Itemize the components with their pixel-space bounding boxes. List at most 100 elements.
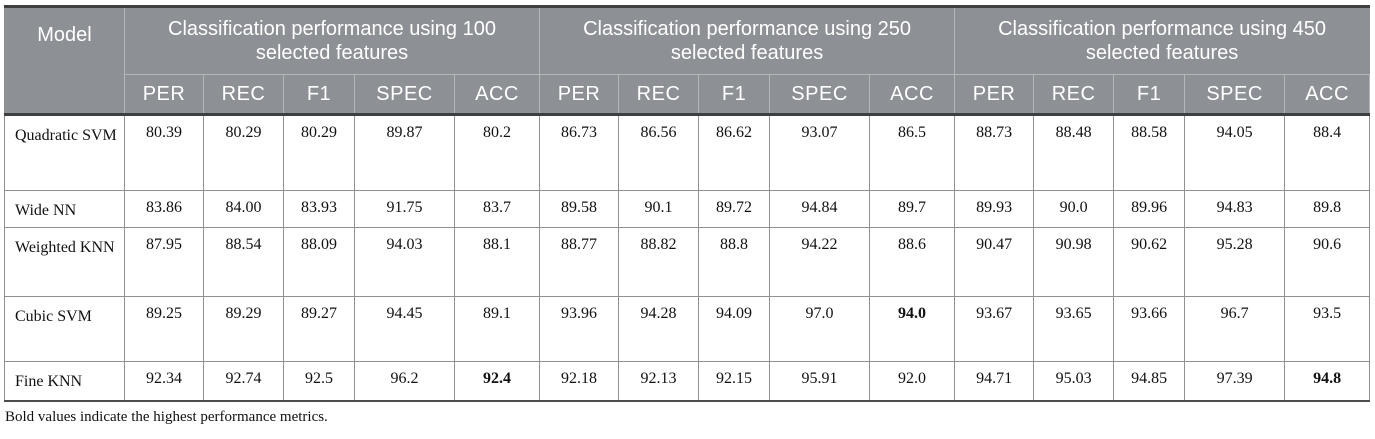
metric-cell: 90.62: [1113, 227, 1186, 297]
model-column-header: Model: [4, 6, 125, 115]
metric-cell: 93.07: [769, 114, 871, 191]
section-header-250-features: Classification performance using 250 sel…: [539, 6, 956, 75]
metric-cell: 96.2: [354, 361, 455, 401]
metric-cell: 96.7: [1184, 296, 1286, 362]
metric-cell: 88.58: [1113, 114, 1186, 191]
metric-cell: 92.15: [698, 361, 771, 401]
metric-cell: 86.56: [618, 114, 700, 191]
metric-cell: 89.8: [1284, 190, 1371, 228]
metric-cell: 94.8: [1284, 361, 1371, 401]
metric-cell: 92.74: [203, 361, 284, 401]
model-cell: Quadratic SVM: [4, 114, 125, 191]
metric-cell: 92.0: [869, 361, 956, 401]
metric-cell: 94.71: [954, 361, 1035, 401]
metric-header-f1: F1: [283, 74, 355, 115]
model-cell: Cubic SVM: [4, 296, 125, 362]
metric-header-acc: ACC: [1284, 74, 1371, 115]
metric-cell: 92.13: [618, 361, 700, 401]
metric-header-acc: ACC: [453, 74, 541, 115]
metric-header-spec: SPEC: [769, 74, 871, 115]
metric-cell: 89.72: [698, 190, 771, 228]
section-header-450-features: Classification performance using 450 sel…: [954, 6, 1371, 75]
metric-cell: 94.28: [618, 296, 700, 362]
metric-cell: 86.73: [539, 114, 620, 191]
metric-cell: 88.82: [618, 227, 700, 297]
metric-cell: 88.6: [869, 227, 956, 297]
metric-header-per: PER: [954, 74, 1035, 115]
metric-header-per: PER: [124, 74, 204, 115]
table-footnote: Bold values indicate the highest perform…: [5, 408, 328, 425]
section-header-100-features: Classification performance using 100 sel…: [123, 6, 541, 75]
metric-cell: 88.77: [539, 227, 620, 297]
metric-cell: 92.18: [539, 361, 620, 401]
metric-cell: 97.39: [1184, 361, 1286, 401]
metric-cell: 88.8: [698, 227, 771, 297]
metric-cell: 94.85: [1113, 361, 1186, 401]
metric-cell: 80.2: [453, 114, 541, 191]
metric-cell: 90.0: [1033, 190, 1115, 228]
metric-cell: 83.7: [453, 190, 541, 228]
section-header-row: Model Classification performance using 1…: [4, 6, 1371, 115]
metric-cell: 94.22: [769, 227, 871, 297]
metric-cell: 90.6: [1284, 227, 1371, 297]
metric-header-rec: REC: [1033, 74, 1115, 115]
metric-cell: 89.96: [1113, 190, 1186, 228]
table-row: Quadratic SVM 80.39 80.29 80.29 89.87 80.2 86.…: [4, 114, 1371, 191]
metric-cell: 94.83: [1184, 190, 1286, 228]
metric-cell: 89.87: [354, 114, 455, 191]
metric-cell: 89.93: [954, 190, 1035, 228]
metric-cell: 94.09: [698, 296, 771, 362]
metric-header-rec: REC: [203, 74, 284, 115]
metric-cell: 90.47: [954, 227, 1035, 297]
metric-cell: 93.5: [1284, 296, 1371, 362]
table-row: Weighted KNN 87.95 88.54 88.09 94.03 88.1 88.7…: [4, 227, 1371, 297]
metric-cell: 80.29: [203, 114, 284, 191]
metric-cell: 93.66: [1113, 296, 1186, 362]
metric-cell: 95.91: [769, 361, 871, 401]
metric-cell: 89.7: [869, 190, 956, 228]
metric-cell: 93.67: [954, 296, 1035, 362]
metric-header-per: PER: [539, 74, 620, 115]
metric-header-spec: SPEC: [354, 74, 455, 115]
table-row: Wide NN 83.86 84.00 83.93 91.75 83.7 89.58 90.1…: [4, 190, 1371, 228]
metric-header-acc: ACC: [869, 74, 956, 115]
metric-cell: 94.45: [354, 296, 455, 362]
model-cell: Wide NN: [4, 190, 125, 228]
metric-cell: 83.86: [124, 190, 204, 228]
metric-cell: 88.1: [453, 227, 541, 297]
metric-cell: 89.25: [124, 296, 204, 362]
metric-cell: 86.62: [698, 114, 771, 191]
metric-cell: 92.5: [283, 361, 355, 401]
metric-cell: 92.34: [124, 361, 204, 401]
metric-cell: 93.65: [1033, 296, 1115, 362]
metric-cell: 88.4: [1284, 114, 1371, 191]
metric-cell: 90.98: [1033, 227, 1115, 297]
metric-cell: 94.05: [1184, 114, 1286, 191]
metric-cell: 94.84: [769, 190, 871, 228]
metric-cell: 93.96: [539, 296, 620, 362]
classification-performance-table: Model Classification performance using 1…: [4, 5, 1371, 402]
metric-cell: 92.4: [453, 361, 541, 401]
metric-cell: 88.73: [954, 114, 1035, 191]
metric-cell: 80.39: [124, 114, 204, 191]
metric-cell: 95.03: [1033, 361, 1115, 401]
metric-header-f1: F1: [1113, 74, 1186, 115]
metric-cell: 95.28: [1184, 227, 1286, 297]
metric-cell: 89.1: [453, 296, 541, 362]
metric-cell: 89.29: [203, 296, 284, 362]
table-body: Quadratic SVM 80.39 80.29 80.29 89.87 80.2 86.…: [4, 114, 1371, 401]
metric-header-f1: F1: [698, 74, 771, 115]
table-header: Model Classification performance using 1…: [4, 6, 1371, 115]
metric-cell: 90.1: [618, 190, 700, 228]
table-row: Fine KNN 92.34 92.74 92.5 96.2 92.4 92.18 92.13…: [4, 361, 1371, 401]
metric-cell: 86.5: [869, 114, 956, 191]
metric-cell: 84.00: [203, 190, 284, 228]
metric-cell: 97.0: [769, 296, 871, 362]
metric-cell: 87.95: [124, 227, 204, 297]
table-row: Cubic SVM 89.25 89.29 89.27 94.45 89.1 93.96 94…: [4, 296, 1371, 362]
metric-header-row: PER REC F1 SPEC ACC PER REC F1 SPEC ACC PER REC F1 SP…: [5, 74, 1371, 115]
metric-header-rec: REC: [618, 74, 700, 115]
metric-cell: 89.27: [283, 296, 355, 362]
metric-header-spec: SPEC: [1184, 74, 1286, 115]
